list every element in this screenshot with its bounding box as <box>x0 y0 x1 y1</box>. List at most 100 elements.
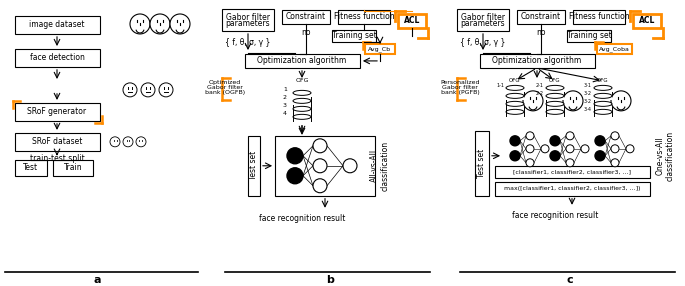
Bar <box>15 16 100 34</box>
Text: 3-2: 3-2 <box>584 91 592 96</box>
Bar <box>248 136 260 196</box>
Text: train-test split: train-test split <box>29 154 84 163</box>
Ellipse shape <box>506 93 524 98</box>
Circle shape <box>563 91 583 111</box>
Circle shape <box>595 136 605 146</box>
Text: Optimization algorithm: Optimization algorithm <box>493 56 582 65</box>
Circle shape <box>626 145 634 153</box>
Bar <box>338 10 390 24</box>
Bar <box>293 97 311 105</box>
Circle shape <box>526 145 534 153</box>
Text: Gabor filter: Gabor filter <box>461 13 505 23</box>
Circle shape <box>595 151 605 161</box>
Text: Constraint: Constraint <box>286 13 326 21</box>
Circle shape <box>550 136 560 146</box>
Text: Test: Test <box>23 163 38 172</box>
Text: face detection: face detection <box>29 53 84 62</box>
Text: Fitness function: Fitness function <box>569 13 630 21</box>
Bar <box>15 133 100 151</box>
Circle shape <box>566 132 574 140</box>
Text: One-vs-All
classification: One-vs-All classification <box>656 131 675 181</box>
Circle shape <box>313 139 327 153</box>
Text: { f, θ, σ, γ }: { f, θ, σ, γ } <box>460 38 506 47</box>
Circle shape <box>123 137 133 147</box>
Bar <box>495 182 650 196</box>
Text: Fitness function: Fitness function <box>334 13 395 21</box>
Text: OFG: OFG <box>509 78 521 84</box>
Text: Avg_Cb: Avg_Cb <box>369 46 392 52</box>
Ellipse shape <box>546 93 564 98</box>
Text: ACL: ACL <box>639 17 655 25</box>
Bar <box>245 54 360 68</box>
Text: no: no <box>536 28 546 37</box>
Bar <box>332 30 376 42</box>
Circle shape <box>566 145 574 153</box>
Text: Personalized: Personalized <box>440 80 479 86</box>
Text: bank (OGFB): bank (OGFB) <box>205 90 245 95</box>
Circle shape <box>150 14 170 34</box>
Text: ACL: ACL <box>404 17 420 25</box>
Circle shape <box>159 83 173 97</box>
Text: Test set: Test set <box>477 149 486 178</box>
Ellipse shape <box>594 86 612 90</box>
Text: image dataset: image dataset <box>29 21 85 29</box>
Circle shape <box>581 145 589 153</box>
Text: OFG: OFG <box>597 78 609 84</box>
Text: { f, θ, σ, γ }: { f, θ, σ, γ } <box>225 38 271 47</box>
Circle shape <box>526 159 534 167</box>
Circle shape <box>287 148 303 164</box>
Text: Avg_Coba: Avg_Coba <box>599 46 630 52</box>
Ellipse shape <box>506 86 524 90</box>
Bar <box>398 14 426 28</box>
Text: max([classifier1, classifier2, classifier3, ...]): max([classifier1, classifier2, classifie… <box>503 186 640 191</box>
Bar <box>594 92 612 100</box>
Bar <box>546 108 564 116</box>
Text: 2: 2 <box>283 95 287 100</box>
Text: All-vs-All
classification: All-vs-All classification <box>371 141 390 191</box>
Bar <box>15 160 47 176</box>
Circle shape <box>130 14 150 34</box>
Bar <box>15 103 100 121</box>
Circle shape <box>313 159 327 173</box>
Circle shape <box>566 159 574 167</box>
Text: 2-2: 2-2 <box>536 91 544 96</box>
Circle shape <box>110 137 120 147</box>
Text: Constraint: Constraint <box>521 13 561 21</box>
Text: 3-2: 3-2 <box>584 99 592 104</box>
Text: [classifier1, classifier2, classifier3, ...]: [classifier1, classifier2, classifier3, … <box>513 169 631 174</box>
Text: Training set: Training set <box>332 31 376 40</box>
Text: c: c <box>566 275 573 285</box>
Ellipse shape <box>293 114 311 119</box>
Text: parameters: parameters <box>225 19 271 29</box>
Ellipse shape <box>594 109 612 114</box>
Text: OFG: OFG <box>295 78 309 84</box>
Ellipse shape <box>293 98 311 103</box>
Bar <box>53 160 93 176</box>
Circle shape <box>123 83 137 97</box>
Ellipse shape <box>506 109 524 114</box>
Text: OFG: OFG <box>549 78 561 84</box>
Text: 4: 4 <box>283 111 287 116</box>
Text: Gabor filter: Gabor filter <box>442 86 478 90</box>
Bar <box>475 131 489 196</box>
Circle shape <box>611 91 631 111</box>
Text: no: no <box>301 28 311 37</box>
Bar <box>480 54 595 68</box>
Bar <box>275 136 375 196</box>
Circle shape <box>141 83 155 97</box>
Circle shape <box>287 168 303 184</box>
Circle shape <box>611 159 619 167</box>
Bar <box>457 9 509 31</box>
Text: Test set: Test set <box>249 151 258 180</box>
Bar <box>365 44 395 54</box>
Circle shape <box>313 179 327 193</box>
Ellipse shape <box>546 101 564 106</box>
Ellipse shape <box>594 101 612 106</box>
Text: 1: 1 <box>283 88 287 92</box>
Bar <box>495 166 650 178</box>
Bar <box>567 30 611 42</box>
Circle shape <box>136 137 146 147</box>
Text: Optimized: Optimized <box>209 80 241 86</box>
Bar <box>546 100 564 108</box>
Text: parameters: parameters <box>461 19 506 29</box>
